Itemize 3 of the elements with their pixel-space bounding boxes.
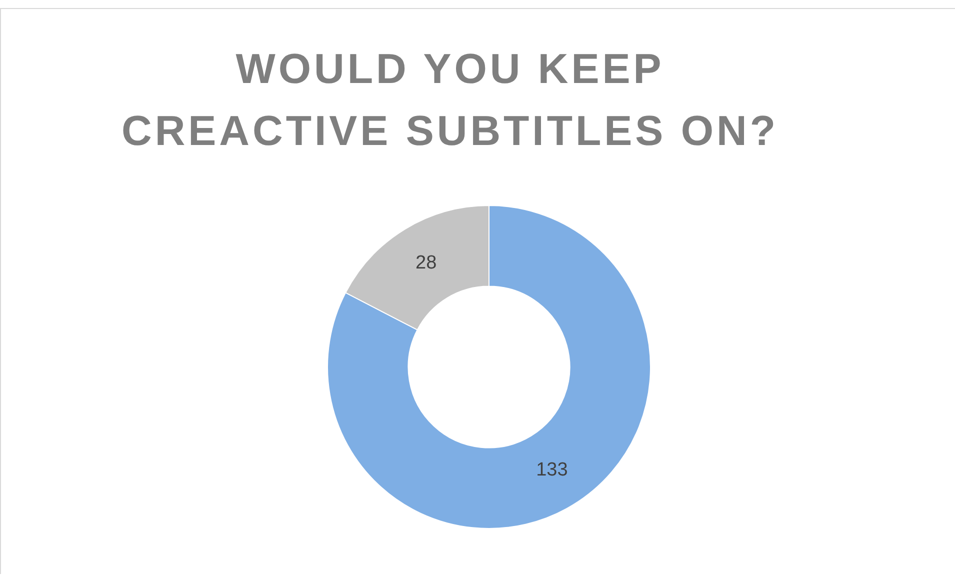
data-label: 28 <box>415 252 437 274</box>
data-label: 133 <box>536 460 568 481</box>
chart-title: WOULD YOU KEEP CREACTIVE SUBTITLES ON? <box>120 44 780 156</box>
